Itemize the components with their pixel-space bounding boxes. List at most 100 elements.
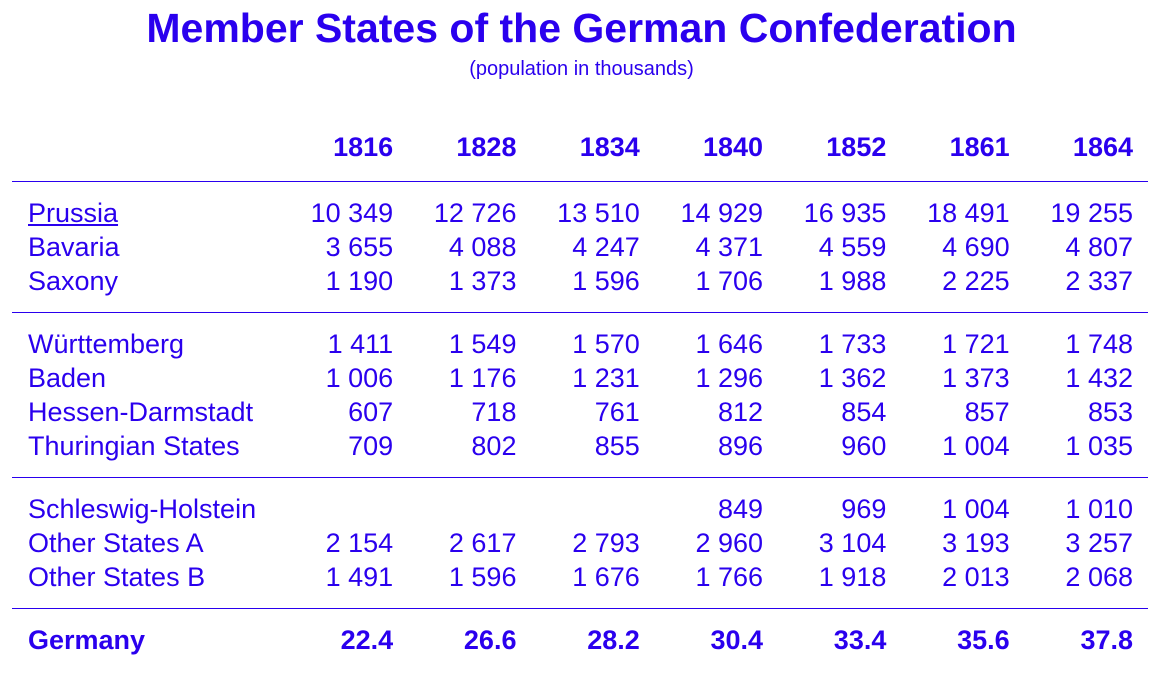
state-name: Schleswig-Holstein xyxy=(28,494,257,524)
population-value: 1 432 xyxy=(1065,363,1133,393)
population-value: 1 596 xyxy=(408,560,532,609)
header-corner xyxy=(12,125,285,182)
population-value: 1 721 xyxy=(942,329,1010,359)
population-value: 969 xyxy=(841,494,887,524)
state-name: Bavaria xyxy=(28,232,120,262)
population-value: 3 655 xyxy=(325,232,394,262)
population-value: 1 411 xyxy=(327,329,394,359)
table-subtitle: (population in thousands) xyxy=(469,58,694,80)
population-value: 853 xyxy=(1087,397,1133,427)
population-value: 16 935 xyxy=(803,198,887,228)
year-header: 1828 xyxy=(408,125,532,182)
population-value xyxy=(408,478,531,527)
state-name: Other States A xyxy=(28,528,204,558)
year-header: 1834 xyxy=(531,125,655,182)
population-value: 13 510 xyxy=(557,198,640,228)
population-value: 1 010 xyxy=(1065,494,1133,524)
population-value: 2 068 xyxy=(1024,560,1148,609)
population-value: 960 xyxy=(778,429,902,478)
population-value: 12 726 xyxy=(433,198,517,228)
population-value: 849 xyxy=(718,494,764,524)
population-value: 2 154 xyxy=(325,528,394,558)
year-header: 1816 xyxy=(284,125,409,182)
table-row: Thuringian States 709 802 855 896 960 1 004 1 0… xyxy=(12,429,1148,478)
population-value: 3 104 xyxy=(818,528,887,558)
state-name: Württemberg xyxy=(28,329,185,359)
population-value: 18 491 xyxy=(927,198,1010,228)
population-value: 4 807 xyxy=(1065,232,1133,262)
state-name-cell: Prussia xyxy=(12,182,285,231)
population-value: 1 491 xyxy=(284,560,409,609)
state-name: Saxony xyxy=(12,264,285,313)
population-value: 2 617 xyxy=(448,528,517,558)
population-value: 4 371 xyxy=(695,232,764,262)
table-title: Member States of the German Confederatio… xyxy=(146,5,1017,51)
population-value: 1 748 xyxy=(1065,329,1133,359)
year-header: 1840 xyxy=(654,125,779,182)
population-value: 1 176 xyxy=(448,363,517,393)
population-value: 10 349 xyxy=(310,198,394,228)
state-name: Thuringian States xyxy=(12,429,285,478)
population-value: 1 676 xyxy=(531,560,655,609)
total-value: 22.4 xyxy=(340,625,394,655)
population-value: 4 088 xyxy=(448,232,517,262)
state-name: Other States B xyxy=(12,560,285,609)
table-row: Bavaria 3 655 4 088 4 247 4 371 4 559 4 690 4 8… xyxy=(12,230,1148,264)
population-value: 1 373 xyxy=(408,264,532,313)
population-value: 1 596 xyxy=(531,264,655,313)
population-value: 2 225 xyxy=(901,264,1025,313)
header-row: 1816 1828 1834 1840 1852 1861 1864 xyxy=(12,125,1148,182)
table-row: Schleswig-Holstein 849 969 1 004 1 010 xyxy=(12,478,1148,527)
population-value: 1 988 xyxy=(778,264,902,313)
year-header: 1864 xyxy=(1024,125,1148,182)
population-value: 812 xyxy=(718,397,764,427)
population-value: 1 646 xyxy=(695,329,764,359)
table-row: Württemberg 1 411 1 549 1 570 1 646 1 733 1 72… xyxy=(12,313,1148,362)
table-row: Saxony 1 190 1 373 1 596 1 706 1 988 2 225 2 33… xyxy=(12,264,1148,313)
population-value: 4 247 xyxy=(572,232,640,262)
population-value: 1 918 xyxy=(778,560,902,609)
table-row: Hessen-Darmstadt 607 718 761 812 854 857 853 xyxy=(12,395,1148,429)
total-value: 26.6 xyxy=(463,625,517,655)
state-link[interactable]: Prussia xyxy=(28,198,119,228)
population-value: 854 xyxy=(841,397,887,427)
total-value: 35.6 xyxy=(957,625,1010,655)
population-value: 1 766 xyxy=(654,560,779,609)
population-value: 1 706 xyxy=(654,264,779,313)
population-value: 709 xyxy=(284,429,409,478)
population-value xyxy=(285,478,408,527)
population-value: 3 257 xyxy=(1065,528,1133,558)
population-value: 2 793 xyxy=(572,528,640,558)
population-value: 1 296 xyxy=(695,363,764,393)
population-value: 1 004 xyxy=(901,429,1025,478)
population-value: 2 013 xyxy=(901,560,1025,609)
population-value: 1 190 xyxy=(284,264,409,313)
total-label: Germany xyxy=(28,625,146,655)
population-value: 1 570 xyxy=(572,329,640,359)
table-row: Baden 1 006 1 176 1 231 1 296 1 362 1 373 1 432 xyxy=(12,361,1148,395)
population-value: 1 231 xyxy=(572,363,640,393)
population-value: 761 xyxy=(594,397,640,427)
table-row: Prussia 10 349 12 726 13 510 14 929 16 935 18 … xyxy=(12,182,1148,231)
total-value: 30.4 xyxy=(710,625,764,655)
population-value: 1 549 xyxy=(448,329,517,359)
population-value: 2 337 xyxy=(1024,264,1148,313)
population-table: 1816 1828 1834 1840 1852 1861 1864 Prussia 10 3… xyxy=(12,125,1148,657)
population-value: 19 255 xyxy=(1050,198,1133,228)
total-value: 33.4 xyxy=(833,625,887,655)
population-value: 1 733 xyxy=(818,329,887,359)
population-value: 2 960 xyxy=(695,528,764,558)
population-value: 1 362 xyxy=(818,363,887,393)
total-value: 37.8 xyxy=(1080,625,1133,655)
table-row: Other States A 2 154 2 617 2 793 2 960 3 104 3… xyxy=(12,526,1148,560)
population-value: 1 004 xyxy=(942,494,1010,524)
population-value: 855 xyxy=(531,429,655,478)
population-value: 4 559 xyxy=(818,232,887,262)
population-value: 14 929 xyxy=(680,198,764,228)
population-value xyxy=(531,478,654,527)
population-value: 896 xyxy=(654,429,779,478)
population-value: 1 035 xyxy=(1024,429,1148,478)
population-value: 718 xyxy=(471,397,517,427)
population-value: 4 690 xyxy=(942,232,1010,262)
